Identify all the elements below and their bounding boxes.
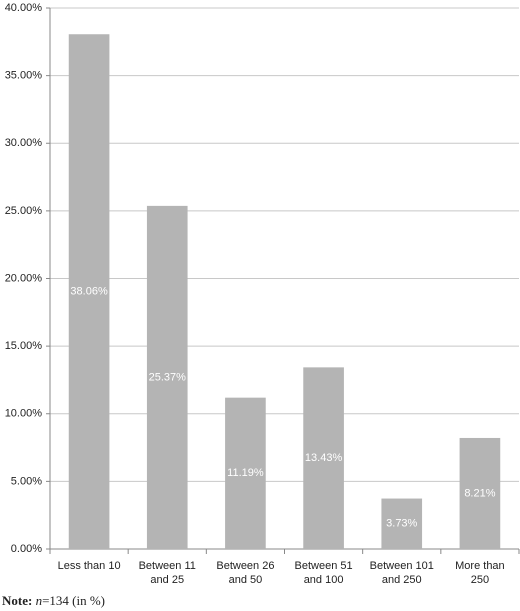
- value-label: 25.37%: [149, 371, 187, 383]
- value-label: 38.06%: [70, 286, 108, 298]
- x-tick-label: Between 11: [139, 560, 196, 572]
- bar: [225, 397, 266, 549]
- y-tick-label: 15.00%: [5, 340, 43, 352]
- x-tick-label: Between 26: [216, 560, 274, 572]
- x-tick-label: and 250: [382, 574, 422, 586]
- x-tick-label: Between 101: [370, 560, 434, 572]
- x-tick-label: and 25: [150, 574, 184, 586]
- value-label: 11.19%: [227, 467, 264, 479]
- y-tick-label: 25.00%: [5, 205, 43, 217]
- note-label: Note:: [2, 593, 32, 608]
- y-tick-label: 0.00%: [11, 543, 42, 555]
- x-tick-label: Less than 10: [58, 560, 121, 572]
- bar: [381, 498, 423, 549]
- value-label: 13.43%: [305, 452, 343, 464]
- x-tick-label: Between 51: [295, 560, 353, 572]
- x-tick-label: and 50: [229, 574, 263, 586]
- bar: [146, 205, 188, 550]
- x-tick-label: More than: [455, 560, 505, 572]
- y-tick-label: 5.00%: [11, 475, 42, 487]
- bar: [459, 437, 501, 549]
- y-tick-label: 40.00%: [5, 2, 43, 14]
- x-tick-label: 250: [471, 574, 489, 586]
- y-tick-label: 35.00%: [5, 70, 43, 82]
- bar: [303, 367, 344, 549]
- value-label: 3.73%: [386, 518, 417, 530]
- y-tick-label: 10.00%: [5, 408, 43, 420]
- y-tick-label: 30.00%: [5, 137, 43, 149]
- value-label: 8.21%: [464, 487, 495, 499]
- bar: [68, 34, 110, 549]
- note-variable: n: [36, 593, 43, 608]
- note: Note: n=134 (in %): [2, 593, 105, 608]
- x-tick-label: and 100: [304, 574, 344, 586]
- note-text: =134 (in %): [42, 593, 105, 608]
- y-tick-label: 20.00%: [5, 272, 43, 284]
